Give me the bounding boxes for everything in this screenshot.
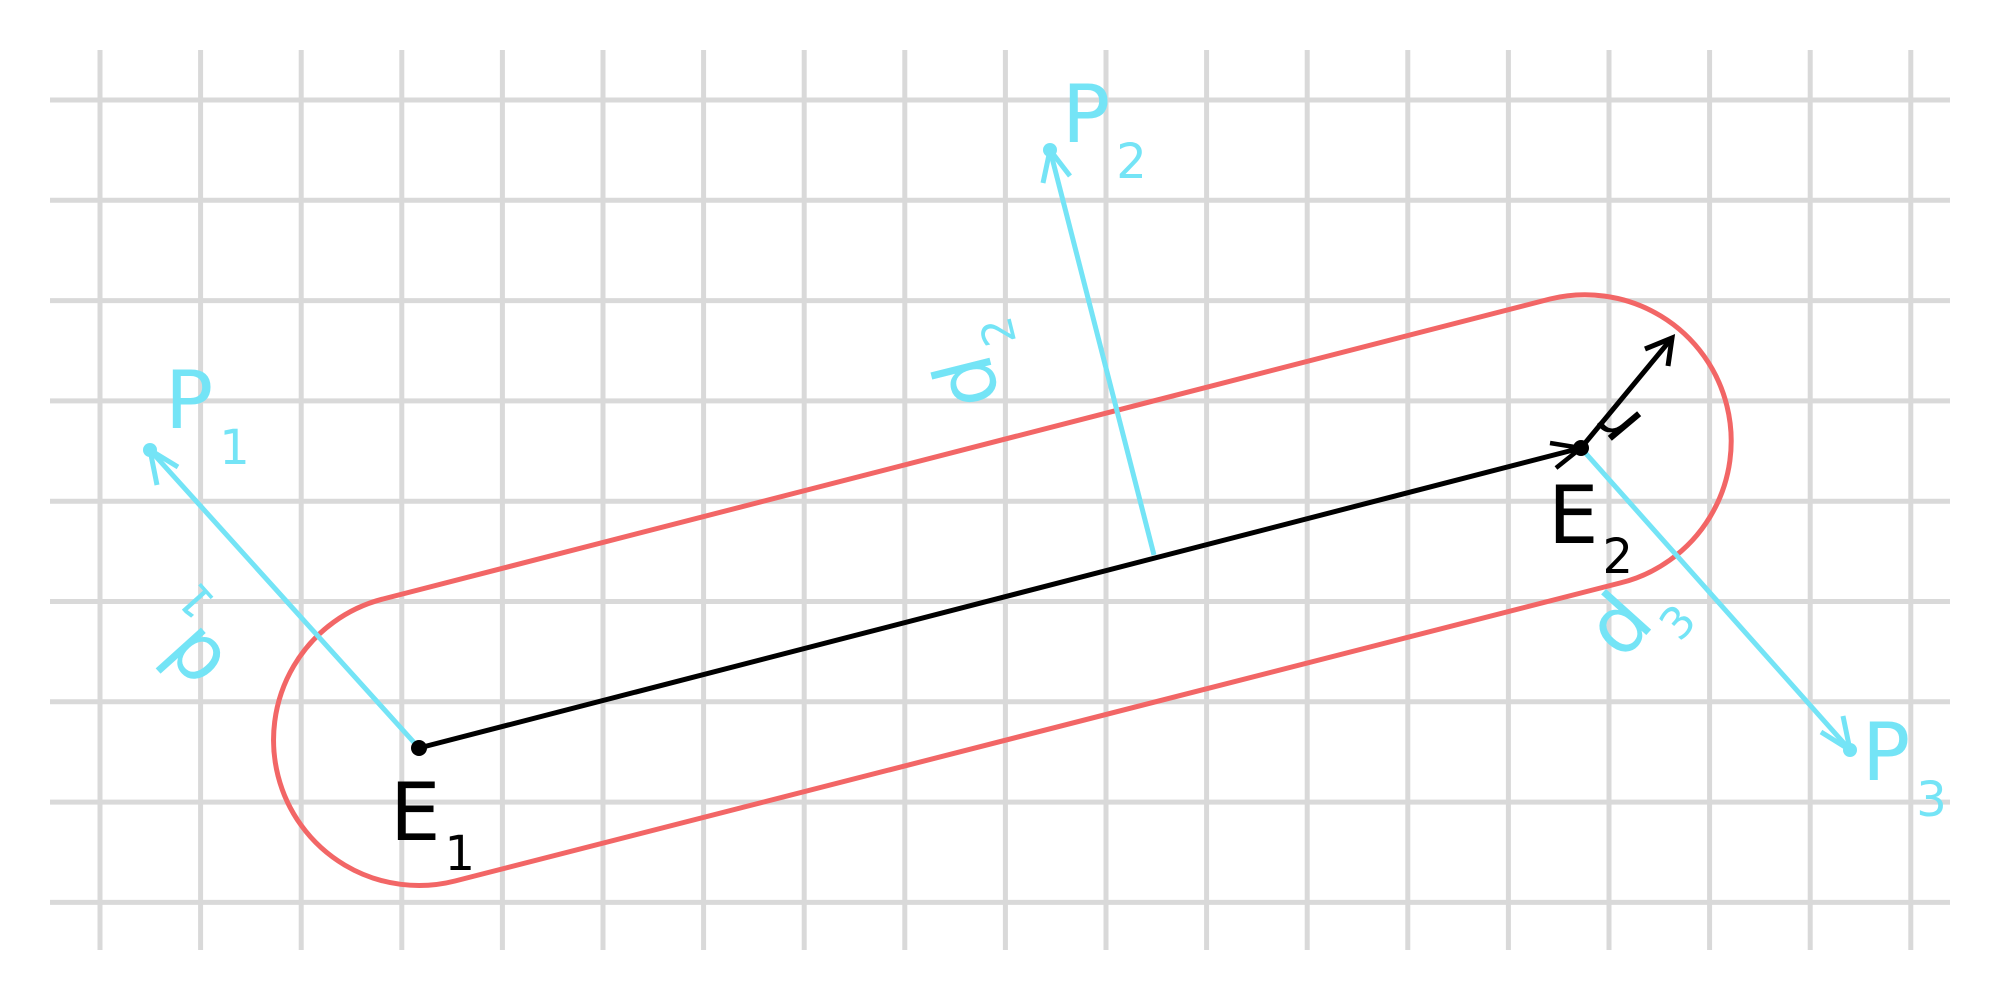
label-p2: P2	[1062, 68, 1147, 190]
distance-d3	[1579, 446, 1857, 757]
label-e2: E2	[1548, 469, 1633, 585]
distance-d2	[1040, 143, 1157, 556]
radius-arrow	[1579, 336, 1674, 450]
grid	[50, 50, 1950, 950]
capsule-outline	[271, 292, 1734, 888]
label-e1: E1	[390, 766, 475, 882]
label-d1: d1	[121, 573, 261, 710]
label-p3: P3	[1862, 706, 1947, 828]
label-p1: P1	[165, 354, 250, 476]
radius-arrowhead	[1644, 334, 1676, 367]
label-d3: d3	[1567, 552, 1707, 689]
segment-e1-e2	[418, 445, 1582, 751]
distance-d1	[143, 443, 421, 750]
endpoint-e1	[411, 740, 427, 756]
